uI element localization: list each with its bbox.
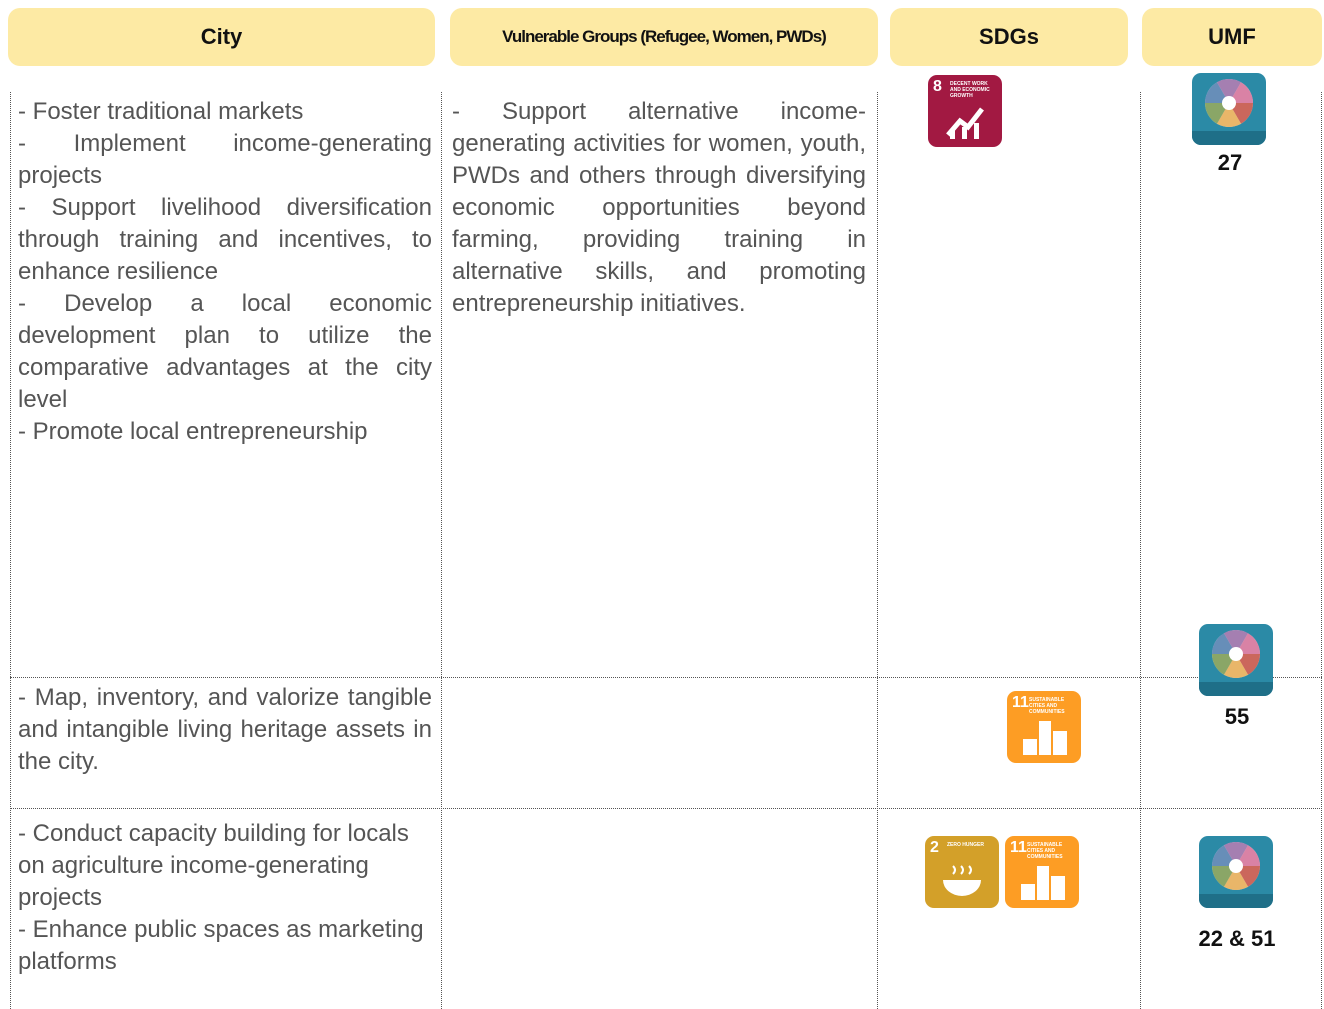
sdg-label: DECENT WORK AND ECONOMIC GROWTH	[950, 81, 990, 99]
column-line	[10, 92, 11, 1009]
vulnerable-item: - Support alternative income-generating …	[452, 98, 866, 317]
sdg-icon: 11 SUSTAINABLE CITIES AND COMMUNITIES	[1007, 691, 1081, 763]
sdg-number: 8	[933, 78, 942, 95]
sdg-icon: 8 DECENT WORK AND ECONOMIC GROWTH	[928, 75, 1002, 147]
city-item: - Foster traditional markets	[18, 98, 304, 125]
city-item: - Conduct capacity building for locals o…	[18, 820, 409, 911]
column-line	[877, 92, 878, 1009]
sdg-number: 11	[1012, 694, 1029, 711]
city-item: - Promote local entrepreneurship	[18, 418, 368, 445]
umf-label: 55	[1224, 704, 1250, 729]
column-line	[441, 92, 442, 1009]
column-line	[1321, 92, 1322, 1009]
column-line	[1140, 92, 1141, 1009]
city-item: - Enhance public spaces as marketing pla…	[18, 916, 424, 975]
umf-label: 27	[1217, 150, 1243, 175]
row-line	[10, 808, 1322, 809]
city-cell: - Map, inventory, and valorize tangible …	[18, 682, 432, 778]
vulnerable-cell: - Support alternative income-generating …	[452, 96, 866, 320]
city-item: - Develop a local economic development p…	[18, 290, 432, 413]
city-item: - Implement income-generating projects	[18, 130, 432, 189]
umf-icon	[1192, 73, 1266, 145]
header-sdgs: SDGs	[890, 8, 1128, 66]
umf-label: 22 & 51	[1198, 926, 1276, 951]
sdg-icon: 2 ZERO HUNGER	[925, 836, 999, 908]
umf-icon	[1199, 836, 1273, 908]
city-cell: - Foster traditional markets - Implement …	[18, 96, 432, 448]
sdg-label: ZERO HUNGER	[947, 842, 984, 848]
header-umf: UMF	[1142, 8, 1322, 66]
city-item: - Map, inventory, and valorize tangible …	[18, 684, 432, 775]
sdg-icon: 11 SUSTAINABLE CITIES AND COMMUNITIES	[1005, 836, 1079, 908]
umf-icon	[1199, 624, 1273, 696]
sdg-label: SUSTAINABLE CITIES AND COMMUNITIES	[1029, 697, 1065, 715]
city-cell: - Conduct capacity building for locals o…	[18, 818, 432, 978]
sdg-number: 2	[930, 839, 939, 856]
row-line	[10, 677, 1322, 678]
header-city: City	[8, 8, 435, 66]
header-vulnerable: Vulnerable Groups (Refugee, Women, PWDs)	[450, 8, 878, 66]
sdg-label: SUSTAINABLE CITIES AND COMMUNITIES	[1027, 842, 1063, 860]
city-item: - Support livelihood diversification thr…	[18, 194, 432, 285]
sdg-number: 11	[1010, 839, 1027, 856]
